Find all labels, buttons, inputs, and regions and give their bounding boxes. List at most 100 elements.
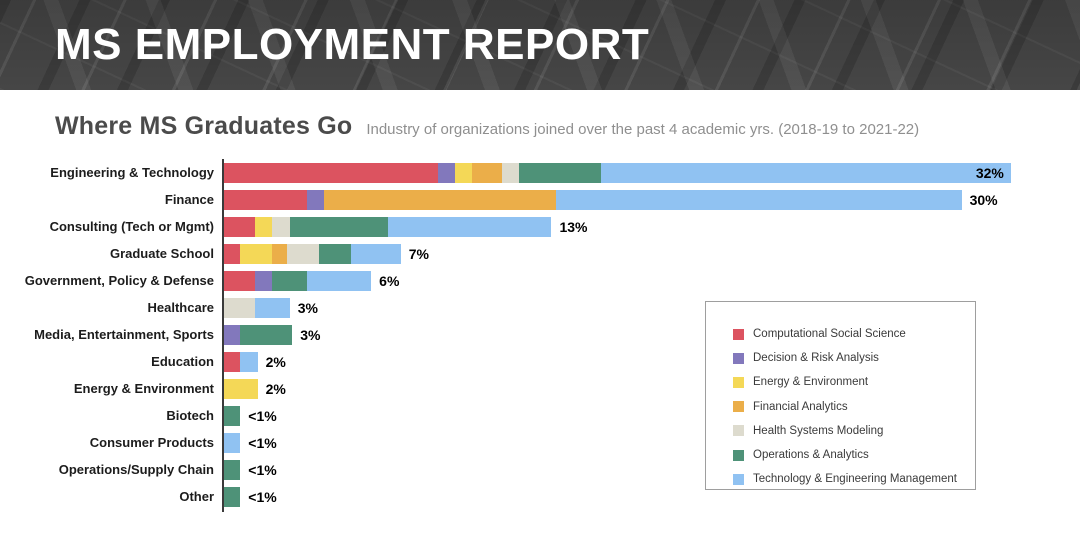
value-label: 3% (297, 299, 318, 316)
legend-item: Technology & Engineering Management (733, 467, 975, 491)
legend-item: Decision & Risk Analysis (733, 346, 975, 370)
bar-segment (240, 324, 293, 345)
y-axis-line (222, 159, 224, 512)
bar-segment (240, 351, 258, 372)
category-label: Consulting (Tech or Mgmt) (49, 219, 214, 234)
category-label: Other (179, 489, 214, 504)
value-label: 32% (975, 164, 1004, 181)
category-label: Consumer Products (89, 435, 214, 450)
stacked-bar: 32% (223, 162, 1011, 183)
bar-segment (287, 243, 320, 264)
bar-segment (289, 216, 389, 237)
category-label: Graduate School (109, 246, 214, 261)
value-label: <1% (248, 407, 277, 424)
legend-item: Health Systems Modeling (733, 419, 975, 443)
chart-row: Consumer Products <1% (0, 429, 1080, 456)
bar-segment (223, 486, 241, 507)
bar-segment (307, 189, 325, 210)
legend-swatch (733, 352, 744, 364)
legend-swatch (733, 449, 744, 461)
chart-row: Biotech <1% (0, 402, 1080, 429)
stacked-bar (223, 189, 962, 210)
value-label: <1% (248, 488, 277, 505)
bar-segment (272, 216, 290, 237)
stacked-bar (223, 216, 552, 237)
bar-segment (502, 162, 520, 183)
legend-label: Technology & Engineering Management (753, 473, 957, 486)
bar-segment (223, 216, 256, 237)
bar-segment (519, 162, 601, 183)
bar-segment (223, 459, 241, 480)
bar-segment (455, 162, 473, 183)
bar-segment (223, 351, 241, 372)
chart-title: Where MS Graduates Go (55, 112, 353, 140)
chart-heading: Where MS Graduates Go Industry of organi… (55, 112, 919, 141)
chart-row: Education 2% (0, 348, 1080, 375)
bar-segment (223, 324, 241, 345)
stacked-bar (223, 351, 258, 372)
value-label: 3% (300, 326, 321, 343)
category-label: Media, Entertainment, Sports (34, 327, 214, 342)
chart-row: Other <1% (0, 483, 1080, 510)
value-label: 2% (265, 353, 286, 370)
bar-segment (600, 162, 1011, 183)
stacked-bar (223, 270, 372, 291)
bar-segment (319, 243, 352, 264)
legend-label: Decision & Risk Analysis (753, 352, 879, 365)
bar-segment (324, 189, 557, 210)
category-label: Energy & Environment (73, 381, 214, 396)
category-label: Healthcare (147, 300, 214, 315)
legend: Computational Social Science Decision & R… (705, 301, 976, 490)
chart-row: Engineering & Technology 32% (0, 159, 1080, 186)
stacked-bar (223, 297, 290, 318)
value-label: 13% (559, 218, 588, 235)
value-label: 30% (969, 191, 998, 208)
bar-segment (437, 162, 456, 183)
bar-segment (255, 270, 273, 291)
legend-item: Operations & Analytics (733, 443, 975, 467)
chart-row: Energy & Environment 2% (0, 375, 1080, 402)
bar-segment (472, 162, 503, 183)
stacked-bar (223, 243, 401, 264)
bar-segment (255, 216, 273, 237)
value-label: 6% (379, 272, 400, 289)
stacked-bar (223, 378, 258, 399)
chart-row: Media, Entertainment, Sports 3% (0, 321, 1080, 348)
legend-swatch (733, 401, 744, 413)
bar-segment (240, 243, 273, 264)
chart-row: Government, Policy & Defense 6% (0, 267, 1080, 294)
bar-segment (223, 270, 256, 291)
category-label: Finance (164, 192, 214, 207)
value-label: 2% (265, 380, 286, 397)
value-label: <1% (248, 461, 277, 478)
bar-segment (255, 297, 290, 318)
chart-row: Operations/Supply Chain <1% (0, 456, 1080, 483)
bar-segment (306, 270, 372, 291)
category-label: Government, Policy & Defense (24, 273, 214, 288)
value-label: 7% (408, 245, 429, 262)
report-title: MS EMPLOYMENT REPORT (55, 20, 650, 69)
chart-row: Consulting (Tech or Mgmt) 13% (0, 213, 1080, 240)
legend-item: Financial Analytics (733, 395, 975, 419)
category-label: Education (151, 354, 214, 369)
legend-item: Energy & Environment (733, 370, 975, 394)
legend-label: Energy & Environment (753, 376, 869, 389)
chart-row: Finance 30% (0, 186, 1080, 213)
chart-row: Graduate School 7% (0, 240, 1080, 267)
stacked-bar (223, 432, 241, 453)
chart-row: Healthcare 3% (0, 294, 1080, 321)
value-label: <1% (248, 434, 277, 451)
legend-item: Computational Social Science (733, 322, 975, 346)
category-label: Operations/Supply Chain (58, 462, 214, 477)
bar-segment (223, 162, 438, 183)
bar-segment (351, 243, 401, 264)
chart-rows: Engineering & Technology 32% Finance 30% Con… (0, 159, 1080, 510)
bar-segment (223, 243, 241, 264)
bar-segment (223, 378, 258, 399)
legend-label: Health Systems Modeling (753, 424, 884, 437)
stacked-bar (223, 459, 241, 480)
legend-swatch (733, 425, 744, 437)
bar-segment (556, 189, 962, 210)
report-header-banner: MS EMPLOYMENT REPORT (0, 0, 1080, 90)
